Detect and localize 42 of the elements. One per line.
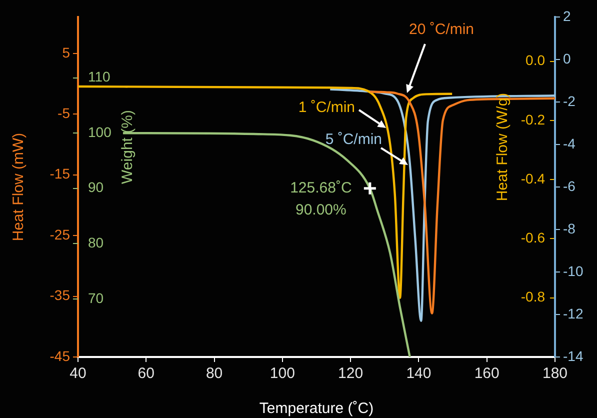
y-tick-label: 80 <box>88 234 104 251</box>
x-axis-title: Temperature (˚C) <box>259 400 374 418</box>
y-axis-title: Heat Flow (mW) <box>10 132 28 242</box>
y3-tick-label: -14 <box>563 348 584 364</box>
y-tick-label: -25 <box>50 226 70 242</box>
y-tick-label: 100 <box>88 124 112 140</box>
annotation: 125.68˚C 90.00% <box>290 180 352 219</box>
series-label: 1 ˚C/min <box>298 99 355 116</box>
y3-tick-label: -2 <box>563 92 576 109</box>
y-tick-label: 90 <box>88 179 104 196</box>
x-tick-label: 140 <box>406 365 432 382</box>
y2-tick-label: 0.0 <box>526 52 546 68</box>
y-tick-label: 110 <box>88 68 111 85</box>
y2-tick-label: -0.4 <box>520 170 546 186</box>
series-label: 5 ˚C/min <box>325 131 382 148</box>
y-tick-label: 70 <box>88 290 104 306</box>
y3-tick-label: -10 <box>563 262 584 279</box>
x-tick-label: 40 <box>70 365 86 382</box>
y2-tick-label: -0.8 <box>520 288 546 305</box>
y3-tick-label: 0 <box>563 50 571 66</box>
x-tick-label: 60 <box>138 365 154 382</box>
line-series <box>122 132 411 357</box>
x-tick-label: 180 <box>542 365 568 382</box>
y2-tick-label: -0.6 <box>520 230 546 246</box>
y-tick-label: -35 <box>50 287 70 304</box>
x-tick-label: 120 <box>338 365 364 382</box>
x-tick-label: 100 <box>270 365 295 382</box>
y3-tick-label: -8 <box>563 220 576 236</box>
y-tick-label: -5 <box>58 105 70 121</box>
y-tick-label: -15 <box>50 166 70 182</box>
y-tick-label: 5 <box>62 44 70 60</box>
y2-tick-label: -0.2 <box>520 111 546 128</box>
y3-tick-label: 2 <box>563 8 571 24</box>
y3-tick-label: -4 <box>563 135 576 152</box>
y-axis-title: Weight (%) <box>119 110 136 184</box>
x-tick-label: 80 <box>206 365 223 382</box>
text: 20 ˚C/min <box>409 21 474 38</box>
x-tick-label: 160 <box>474 365 500 382</box>
y2-axis-title: Heat Flow (W/g) <box>494 92 512 202</box>
y3-tick-label: -6 <box>563 178 576 194</box>
y3-tick-label: -12 <box>563 305 584 322</box>
y-tick-label: -45 <box>50 348 70 364</box>
